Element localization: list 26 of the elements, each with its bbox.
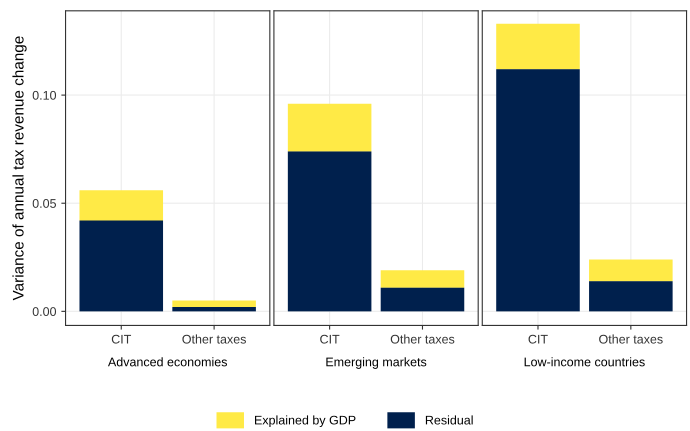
- y-tick-label: 0.05: [32, 199, 56, 208]
- bar: [589, 281, 673, 312]
- legend-label: Residual: [426, 415, 473, 425]
- bar: [496, 24, 580, 70]
- bar: [288, 104, 372, 152]
- x-tick-label: Other taxes: [390, 334, 454, 344]
- bar: [380, 270, 464, 288]
- bar: [380, 288, 464, 312]
- bar: [172, 300, 256, 308]
- x-tick-label: CIT: [112, 334, 132, 344]
- bar: [79, 190, 164, 221]
- legend-label: Explained by GDP: [255, 415, 356, 428]
- x-tick-label: CIT: [528, 334, 548, 344]
- x-tick-label: Other taxes: [182, 334, 246, 344]
- x-axis-title: Emerging markets: [326, 357, 426, 369]
- bar: [589, 259, 673, 282]
- y-axis-title: Variance of annual tax revenue change: [12, 36, 27, 300]
- bar: [288, 151, 372, 312]
- x-tick-label: CIT: [320, 334, 340, 344]
- bar: [172, 307, 256, 312]
- y-tick-label: 0.10: [32, 90, 56, 100]
- x-axis-title: Low-income countries: [524, 357, 645, 366]
- y-tick-label: 0.00: [32, 307, 56, 316]
- x-tick-label: Other taxes: [599, 334, 663, 344]
- bar: [79, 220, 164, 312]
- x-axis-title: Advanced economies: [108, 357, 227, 366]
